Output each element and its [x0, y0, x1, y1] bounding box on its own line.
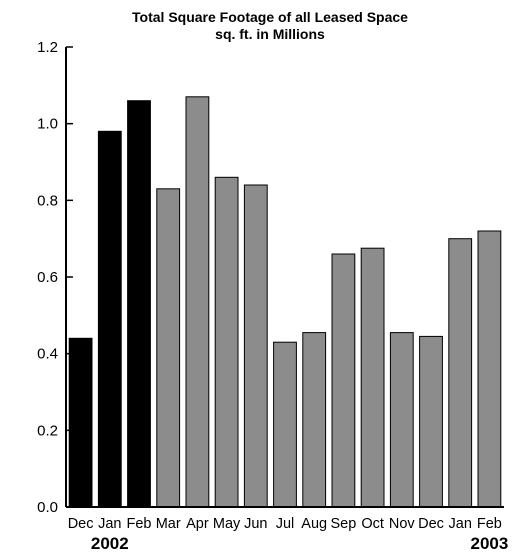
x-tick-label: Jan: [449, 516, 472, 532]
bar: [389, 332, 414, 508]
bars: [68, 96, 502, 508]
bar: [273, 341, 297, 508]
x-tick-label: Sep: [330, 516, 356, 532]
bar: [156, 188, 181, 508]
y-tick-label: 0.4: [37, 346, 58, 363]
bar: [68, 337, 93, 508]
x-tick-label: Jan: [98, 516, 121, 532]
y-tick-label: 0.0: [37, 499, 58, 516]
x-tick-label: Nov: [389, 516, 416, 532]
bar: [331, 253, 356, 508]
x-tick-label: Jun: [244, 516, 267, 532]
bar: [419, 335, 443, 508]
x-axis-labels: Dec Jan Feb Mar Apr May Jun Jul Aug Sep Oct Nov Dec J…: [68, 516, 509, 552]
bar: [127, 100, 151, 508]
bar: [360, 247, 385, 508]
x-tick-label: Mar: [156, 516, 181, 532]
bar: [448, 238, 473, 508]
chart-subtitle: sq. ft. in Millions: [215, 26, 325, 42]
x-tick-label: Dec: [68, 516, 94, 532]
y-tick-label: 1.0: [37, 116, 58, 133]
x-tick-label: Jul: [276, 516, 295, 532]
x-tick-label: Aug: [301, 516, 327, 532]
y-tick-label: 0.8: [37, 192, 58, 209]
y-axis: 0.0 0.2 0.4 0.6 0.8 1.0 1.2: [37, 39, 73, 516]
x-tick-label: Oct: [361, 516, 384, 532]
year-label: 2002: [91, 534, 129, 552]
bar: [243, 184, 268, 508]
chart-title: Total Square Footage of all Leased Space: [132, 9, 408, 25]
y-tick-label: 0.2: [37, 422, 58, 439]
y-tick-label: 0.6: [37, 269, 58, 286]
bar: [214, 176, 239, 508]
year-label: 2003: [470, 534, 508, 552]
x-tick-label: Feb: [127, 516, 152, 532]
bar: [302, 332, 327, 508]
y-tick-label: 1.2: [37, 39, 58, 56]
bar: [97, 130, 122, 508]
bar: [477, 230, 502, 508]
x-tick-label: Apr: [186, 516, 209, 532]
x-tick-label: May: [213, 516, 241, 532]
x-tick-label: Dec: [418, 516, 444, 532]
bar: [185, 96, 210, 508]
x-tick-label: Feb: [477, 516, 502, 532]
